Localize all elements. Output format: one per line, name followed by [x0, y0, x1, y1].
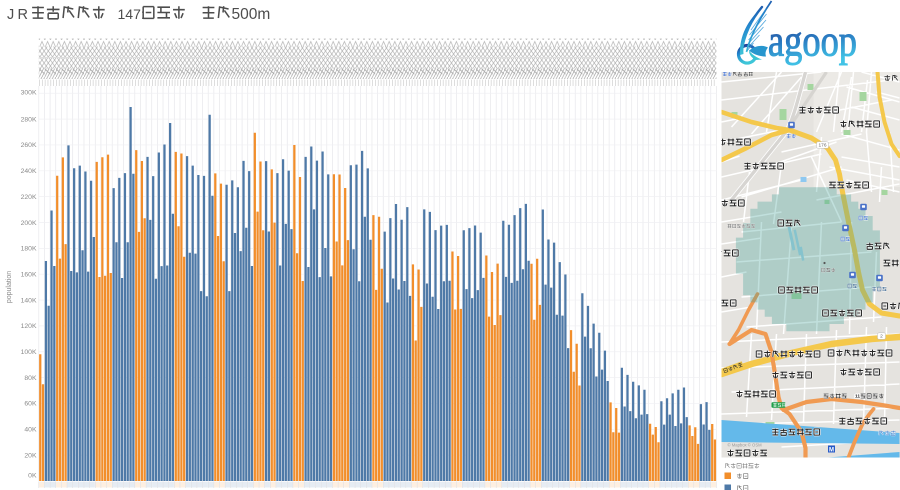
svg-text:260K: 260K	[21, 142, 37, 149]
svg-text:220K: 220K	[21, 194, 37, 201]
svg-text:120K: 120K	[21, 323, 37, 330]
svg-text:147:: 147:	[118, 6, 145, 22]
svg-text:© Mapbox © OSM: © Mapbox © OSM	[728, 443, 763, 448]
svg-text:240K: 240K	[21, 168, 37, 175]
svg-text:500m: 500m	[232, 6, 271, 23]
svg-text:agoop: agoop	[768, 17, 857, 66]
svg-text:M: M	[829, 447, 834, 453]
svg-text:80K: 80K	[24, 375, 37, 382]
svg-text:40K: 40K	[24, 427, 37, 434]
svg-text:300K: 300K	[21, 89, 37, 96]
svg-text:160K: 160K	[21, 271, 37, 278]
svg-text:200K: 200K	[21, 220, 37, 227]
svg-text:176: 176	[818, 143, 826, 149]
svg-text:11: 11	[855, 394, 860, 400]
svg-text:population: population	[6, 271, 13, 303]
svg-text:0K: 0K	[28, 473, 37, 480]
svg-text:100K: 100K	[21, 349, 37, 356]
svg-text:2: 2	[880, 334, 883, 340]
svg-text:280K: 280K	[21, 116, 37, 123]
svg-text:60K: 60K	[24, 401, 37, 408]
svg-text:180K: 180K	[21, 246, 37, 253]
svg-text:JR: JR	[7, 7, 31, 23]
svg-text:140K: 140K	[21, 297, 37, 304]
svg-text:20K: 20K	[24, 452, 37, 459]
